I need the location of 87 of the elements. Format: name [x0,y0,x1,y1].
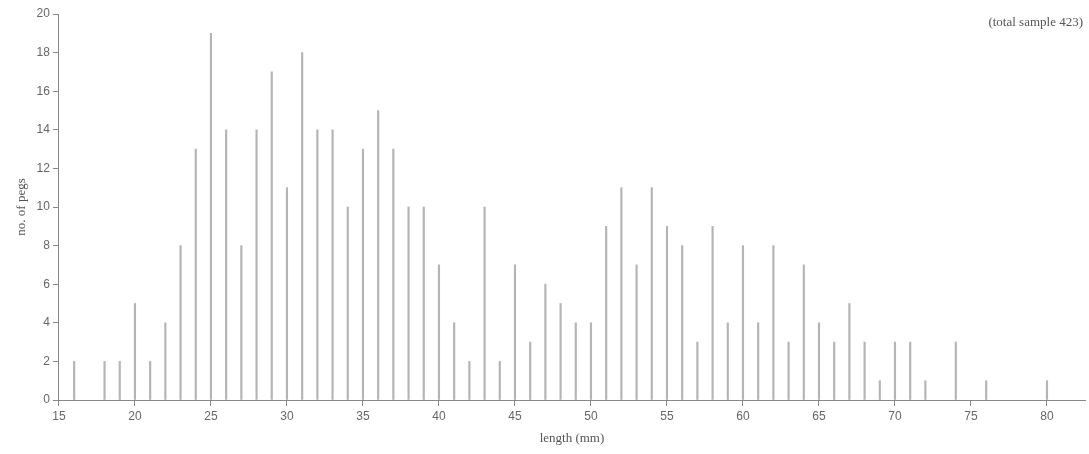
bar [863,341,866,400]
bar [422,206,425,400]
bar [118,361,121,400]
bar [255,129,258,400]
y-tick-label: 2 [43,353,51,368]
x-tick-label: 60 [736,408,750,423]
bar [757,322,760,400]
bar [316,129,319,400]
bar [696,341,699,400]
bar [240,245,243,400]
y-tick-label: 20 [36,6,51,21]
x-tick-label: 30 [280,408,294,423]
bar [133,303,137,400]
x-tick-label: 70 [888,408,902,423]
y-tick-label: 18 [36,44,51,59]
bar [985,380,988,400]
bar [574,322,577,400]
bar [346,206,349,400]
bar [529,341,532,400]
y-tick-label: 8 [43,237,51,252]
x-tick-label: 40 [432,408,446,423]
bar [681,245,684,400]
x-tick-label: 45 [508,408,522,423]
bar [665,225,669,400]
y-tick-label: 10 [36,199,51,214]
x-tick-label: 80 [1040,408,1054,423]
bar [802,264,805,400]
bar [772,245,775,400]
bar [924,380,927,400]
bar [833,341,836,400]
bar [301,52,304,400]
x-tick-label: 75 [964,408,978,423]
y-tick-label: 12 [36,160,51,175]
bar [361,148,365,400]
bar [909,341,912,400]
bar [787,341,790,400]
x-tick-label: 50 [584,408,598,423]
bar [73,361,76,400]
x-tick-label: 65 [812,408,826,423]
bar [498,361,501,400]
bar [513,264,517,400]
x-axis-title: length (mm) [539,429,605,445]
bar [377,110,380,400]
bar [194,148,197,400]
bar [650,187,653,400]
y-tick-label: 4 [43,315,51,330]
x-tick-label: 55 [660,408,674,423]
bar [437,264,441,400]
y-tick-label: 6 [43,276,51,291]
bar [726,322,729,400]
bar [605,225,608,400]
bar [285,187,289,400]
bar [544,283,547,400]
bar [711,225,714,400]
bar [620,187,623,400]
x-tick-label: 15 [52,408,66,423]
y-tick-label: 14 [36,122,51,137]
bar [741,245,745,400]
x-tick-label: 35 [356,408,370,423]
bar [817,322,821,400]
bar [453,322,456,400]
bar [954,341,957,400]
bar [468,361,471,400]
bar [225,129,228,400]
bar [407,206,410,400]
bar [893,341,897,400]
annotation: (total sample 423) [988,13,1083,29]
bar [1045,380,1049,400]
bar [103,361,106,400]
bar [209,32,213,400]
bar [589,322,593,400]
x-tick-label: 25 [204,408,218,423]
bar [149,361,152,400]
y-tick-label: 0 [43,392,51,407]
bar [392,148,395,400]
y-axis-title: no. of pegs [13,178,29,236]
bar [878,380,881,400]
bar [559,303,562,400]
bar [179,245,182,400]
x-tick-label: 20 [128,408,142,423]
bar [635,264,638,400]
y-tick-label: 16 [36,83,51,98]
bar [270,71,273,400]
bar [164,322,167,400]
bar [483,206,486,400]
bar [331,129,334,400]
bar [848,303,851,400]
